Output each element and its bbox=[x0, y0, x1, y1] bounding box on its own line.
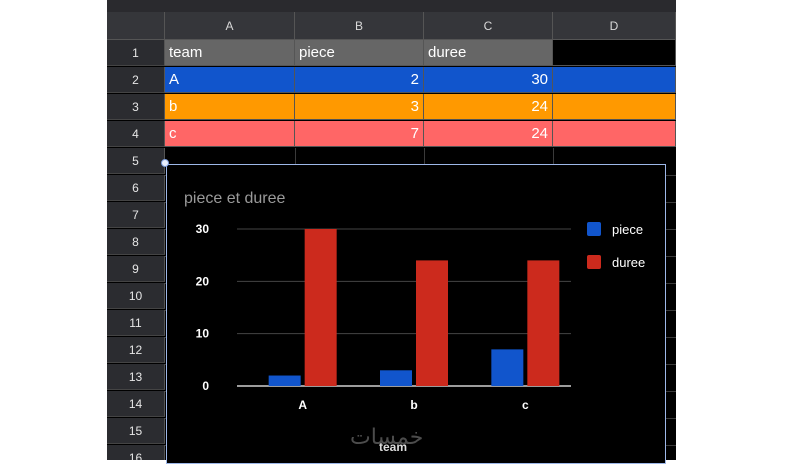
chart-title: piece et duree bbox=[184, 190, 286, 207]
row-header[interactable]: 16 bbox=[107, 445, 165, 460]
legend-swatch-piece bbox=[587, 222, 601, 236]
legend-swatch-duree bbox=[587, 255, 601, 269]
row-header[interactable]: 10 bbox=[107, 283, 165, 309]
bar-duree-b[interactable] bbox=[416, 260, 448, 386]
cell-header-piece[interactable]: piece bbox=[295, 40, 424, 66]
bar-piece-b[interactable] bbox=[380, 370, 412, 386]
row-header[interactable]: 8 bbox=[107, 229, 165, 255]
toolbar-strip bbox=[107, 0, 676, 12]
chart-resize-handle[interactable] bbox=[161, 159, 169, 167]
x-tick-label: c bbox=[522, 398, 529, 412]
watermark-logo: خمسات bbox=[350, 425, 424, 450]
cell-empty[interactable] bbox=[553, 40, 676, 66]
legend-label: duree bbox=[612, 255, 645, 270]
row-header[interactable]: 5 bbox=[107, 148, 165, 174]
bar-duree-c[interactable] bbox=[527, 260, 560, 386]
row-header[interactable]: 9 bbox=[107, 256, 165, 282]
row-header[interactable]: 14 bbox=[107, 391, 165, 417]
cell-team[interactable]: A bbox=[165, 67, 295, 93]
cell-empty[interactable] bbox=[553, 94, 676, 120]
cell-team[interactable]: c bbox=[165, 121, 295, 147]
row-header[interactable]: 13 bbox=[107, 364, 165, 390]
bar-piece-c[interactable] bbox=[491, 349, 524, 386]
x-tick-label: A bbox=[298, 398, 307, 412]
column-header-a[interactable]: A bbox=[165, 12, 295, 40]
select-all-corner[interactable] bbox=[107, 12, 165, 40]
column-header-c[interactable]: C bbox=[424, 12, 553, 40]
row-header[interactable]: 1 bbox=[107, 40, 165, 66]
x-tick-label: b bbox=[410, 398, 417, 412]
cell-duree[interactable]: 24 bbox=[424, 94, 553, 120]
row-header[interactable]: 4 bbox=[107, 121, 165, 147]
row-header[interactable]: 11 bbox=[107, 310, 165, 336]
cell-header-duree[interactable]: duree bbox=[424, 40, 553, 66]
x-axis-label: team bbox=[379, 440, 407, 454]
legend-label: piece bbox=[612, 222, 643, 237]
bar-duree-A[interactable] bbox=[304, 229, 337, 386]
row-header[interactable]: 7 bbox=[107, 202, 165, 228]
y-tick-label: 10 bbox=[196, 327, 210, 341]
row-header[interactable]: 3 bbox=[107, 94, 165, 120]
cell-piece[interactable]: 7 bbox=[295, 121, 424, 147]
row-header[interactable]: 6 bbox=[107, 175, 165, 201]
cell-piece[interactable]: 2 bbox=[295, 67, 424, 93]
column-header-b[interactable]: B bbox=[295, 12, 424, 40]
cell-team[interactable]: b bbox=[165, 94, 295, 120]
row-header[interactable]: 15 bbox=[107, 418, 165, 444]
y-tick-label: 20 bbox=[196, 274, 210, 288]
cell-header-team[interactable]: team bbox=[165, 40, 295, 66]
row-header[interactable]: 12 bbox=[107, 337, 165, 363]
row-header[interactable]: 2 bbox=[107, 67, 165, 93]
bar-piece-A[interactable] bbox=[268, 375, 301, 386]
cell-duree[interactable]: 24 bbox=[424, 121, 553, 147]
cell-duree[interactable]: 30 bbox=[424, 67, 553, 93]
column-header-d[interactable]: D bbox=[553, 12, 676, 40]
cell-piece[interactable]: 3 bbox=[295, 94, 424, 120]
cell-empty[interactable] bbox=[553, 67, 676, 93]
y-tick-label: 0 bbox=[202, 379, 209, 393]
y-tick-label: 30 bbox=[196, 222, 210, 236]
cell-empty[interactable] bbox=[553, 121, 676, 147]
